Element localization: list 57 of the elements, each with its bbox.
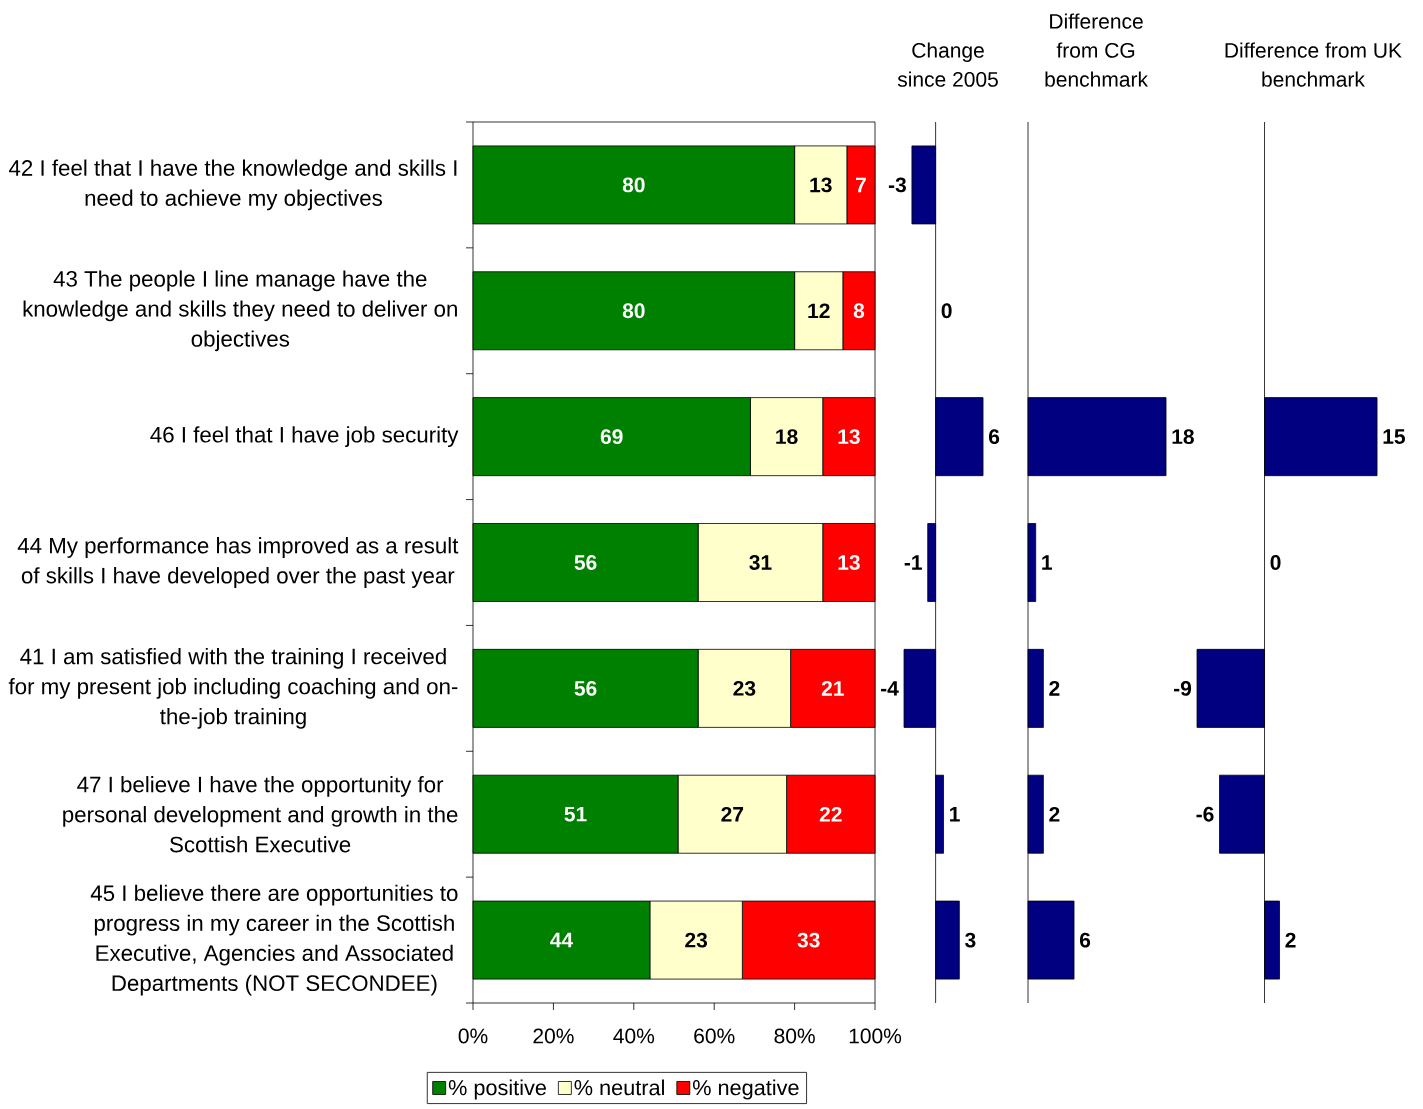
data-label: 80 — [622, 177, 645, 193]
data-label: 27 — [721, 806, 744, 822]
data-label: 15 — [1383, 429, 1405, 444]
y-tick-label: 47 I believe I have the opportunity for personal development and growth in the Scottish Executive — [63, 776, 458, 853]
x-tick-label: 80% — [774, 1028, 815, 1044]
data-label: -1 — [904, 555, 922, 570]
data-label: 0 — [1270, 555, 1281, 570]
data-label: 1 — [950, 806, 960, 822]
legend-label: % negative — [693, 1079, 799, 1100]
data-label: 6 — [1079, 932, 1091, 948]
chart-title: Difference from UK benchmark — [1225, 42, 1402, 87]
data-label: 8 — [853, 303, 865, 319]
data-label: 31 — [749, 555, 772, 570]
data-label: 18 — [776, 429, 798, 445]
data-label: 23 — [733, 680, 756, 696]
data-label: 18 — [1172, 429, 1194, 445]
data-label: 33 — [797, 932, 820, 948]
data-label: 56 — [574, 680, 597, 696]
data-label: 13 — [810, 177, 832, 193]
data-label: 22 — [819, 806, 842, 822]
data-label: 3 — [965, 932, 976, 948]
y-tick-label: 46 I feel that I have job security — [150, 426, 459, 448]
y-tick-label: 45 I believe there are opportunities to progress in my career in the Scottish Executive, Agencies and Associated Departments (NOT SECONDEE) — [90, 884, 458, 996]
data-label: 44 — [550, 932, 574, 948]
data-label: 12 — [808, 303, 830, 319]
data-label: 2 — [1049, 806, 1060, 822]
x-tick-label: 0% — [458, 1028, 488, 1044]
data-label: -4 — [880, 681, 899, 696]
x-tick-label: 40% — [613, 1028, 655, 1044]
x-tick-label: 20% — [533, 1028, 574, 1044]
data-label: 69 — [600, 429, 623, 445]
data-label: -3 — [888, 177, 906, 193]
data-label: 13 — [838, 429, 860, 445]
data-label: -6 — [1196, 806, 1214, 822]
data-label: 80 — [622, 303, 645, 319]
legend-label: % neutral — [574, 1079, 664, 1096]
legend-label: % positive — [448, 1079, 546, 1100]
data-label: 13 — [838, 555, 860, 570]
data-label: 56 — [574, 555, 597, 570]
y-tick-label: 42 I feel that I have the knowledge and skills I need to achieve my objectives — [9, 159, 457, 211]
y-tick-label: 44 My performance has improved as a result of skills I have developed over the past year — [17, 537, 459, 588]
y-tick-label: 43 The people I line manage have the knowledge and skills they need to deliver on objectives — [23, 270, 457, 352]
chart-title: Difference from CG benchmark — [1045, 13, 1149, 87]
chart-title: Change since 2005 — [897, 42, 998, 87]
data-label: 23 — [685, 932, 708, 948]
data-label: -9 — [1173, 680, 1192, 696]
data-label: 21 — [821, 681, 844, 696]
data-label: 1 — [1042, 555, 1052, 570]
x-tick-label: 100% — [849, 1028, 902, 1044]
data-label: 2 — [1285, 932, 1296, 948]
data-label: 6 — [988, 429, 1000, 445]
x-tick-label: 60% — [694, 1028, 735, 1044]
data-label: 7 — [856, 177, 866, 193]
y-tick-label: 41 I am satisfied with the training I received for my present job including coaching and on-the-job training — [8, 647, 458, 729]
data-label: 51 — [564, 806, 587, 822]
data-label: 0 — [941, 303, 952, 319]
data-label: 2 — [1049, 681, 1060, 696]
